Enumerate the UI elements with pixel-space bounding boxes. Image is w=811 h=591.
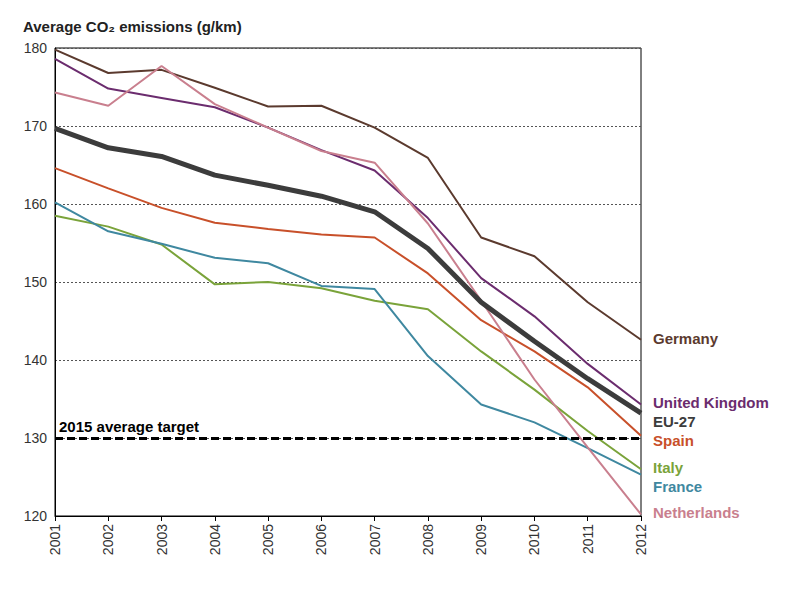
svg-text:2005: 2005 [260,524,276,555]
svg-text:2009: 2009 [473,524,489,555]
svg-text:Italy: Italy [653,459,684,476]
svg-text:120: 120 [24,508,48,524]
svg-text:2011: 2011 [580,524,596,554]
svg-text:France: France [653,478,702,495]
svg-text:EU-27: EU-27 [653,413,696,430]
svg-text:2006: 2006 [313,524,329,555]
svg-text:Netherlands: Netherlands [653,504,740,521]
svg-text:160: 160 [24,196,48,212]
svg-text:2010: 2010 [526,524,542,555]
svg-text:Average CO₂ emissions (g/km): Average CO₂ emissions (g/km) [23,18,242,35]
svg-text:180: 180 [24,40,48,56]
svg-text:2012: 2012 [633,524,649,555]
svg-text:130: 130 [24,430,48,446]
svg-text:Spain: Spain [653,432,694,449]
svg-text:2001: 2001 [47,524,63,555]
svg-text:United Kingdom: United Kingdom [653,394,769,411]
svg-text:140: 140 [24,352,48,368]
svg-text:2007: 2007 [367,524,383,555]
svg-text:2004: 2004 [207,524,223,555]
svg-text:Germany: Germany [653,330,719,347]
svg-text:2015 average target: 2015 average target [59,418,199,435]
svg-text:150: 150 [24,274,48,290]
svg-text:2008: 2008 [420,524,436,555]
svg-text:2002: 2002 [100,524,116,555]
svg-text:2003: 2003 [154,524,170,555]
svg-text:170: 170 [24,118,48,134]
